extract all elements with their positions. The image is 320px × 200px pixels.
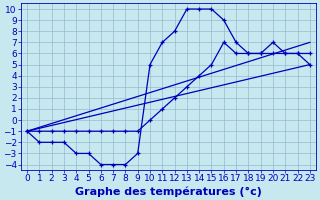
X-axis label: Graphe des températures (°c): Graphe des températures (°c) [75, 186, 262, 197]
